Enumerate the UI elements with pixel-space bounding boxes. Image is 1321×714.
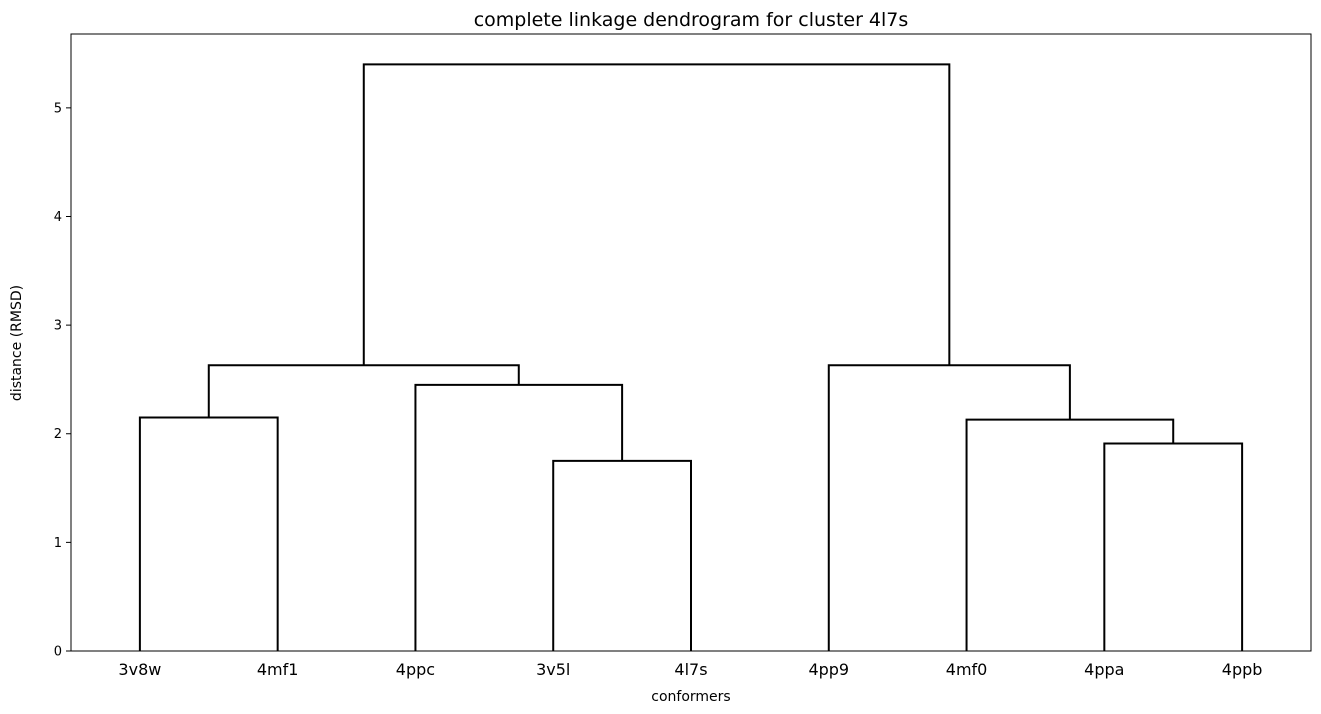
x-tick-label-4ppa: 4ppa — [1084, 660, 1124, 679]
y-axis-label: distance (RMSD) — [9, 285, 25, 401]
dendrogram-link-2 — [414, 383, 624, 651]
x-axis-label: conformers — [651, 689, 730, 705]
x-tick-label-4ppb: 4ppb — [1222, 660, 1263, 679]
x-tick-label-4mf0: 4mf0 — [946, 660, 988, 679]
y-tick-label: 3 — [54, 319, 62, 334]
x-tick-label-4ppc: 4ppc — [396, 660, 435, 679]
dendrogram-link-6 — [827, 364, 1071, 651]
dendrogram-link-3 — [207, 364, 520, 418]
y-tick-label: 2 — [54, 427, 62, 442]
y-axis: 0 1 2 3 4 5 — [54, 101, 71, 660]
x-tick-label-4l7s: 4l7s — [674, 660, 707, 679]
x-axis: 3v8w 4mf1 4ppc 3v5l 4l7s 4pp9 4mf0 4ppa 4ppb — [118, 660, 1262, 679]
y-tick-label: 0 — [54, 645, 62, 660]
dendrogram-links — [138, 63, 1244, 651]
x-tick-label-4mf1: 4mf1 — [257, 660, 299, 679]
dendrogram-link-0 — [138, 416, 279, 651]
dendrogram-link-1 — [552, 459, 692, 651]
x-tick-label-3v5l: 3v5l — [536, 660, 570, 679]
dendrogram-link-5 — [965, 418, 1175, 651]
x-tick-label-3v8w: 3v8w — [118, 660, 161, 679]
dendrogram-link-7 — [362, 63, 951, 366]
y-tick-label: 1 — [54, 536, 62, 551]
x-tick-label-4pp9: 4pp9 — [808, 660, 849, 679]
y-tick-label: 4 — [54, 210, 62, 225]
chart-title: complete linkage dendrogram for cluster … — [474, 9, 909, 31]
dendrogram-link-4 — [1103, 442, 1244, 651]
y-tick-label: 5 — [54, 101, 62, 116]
